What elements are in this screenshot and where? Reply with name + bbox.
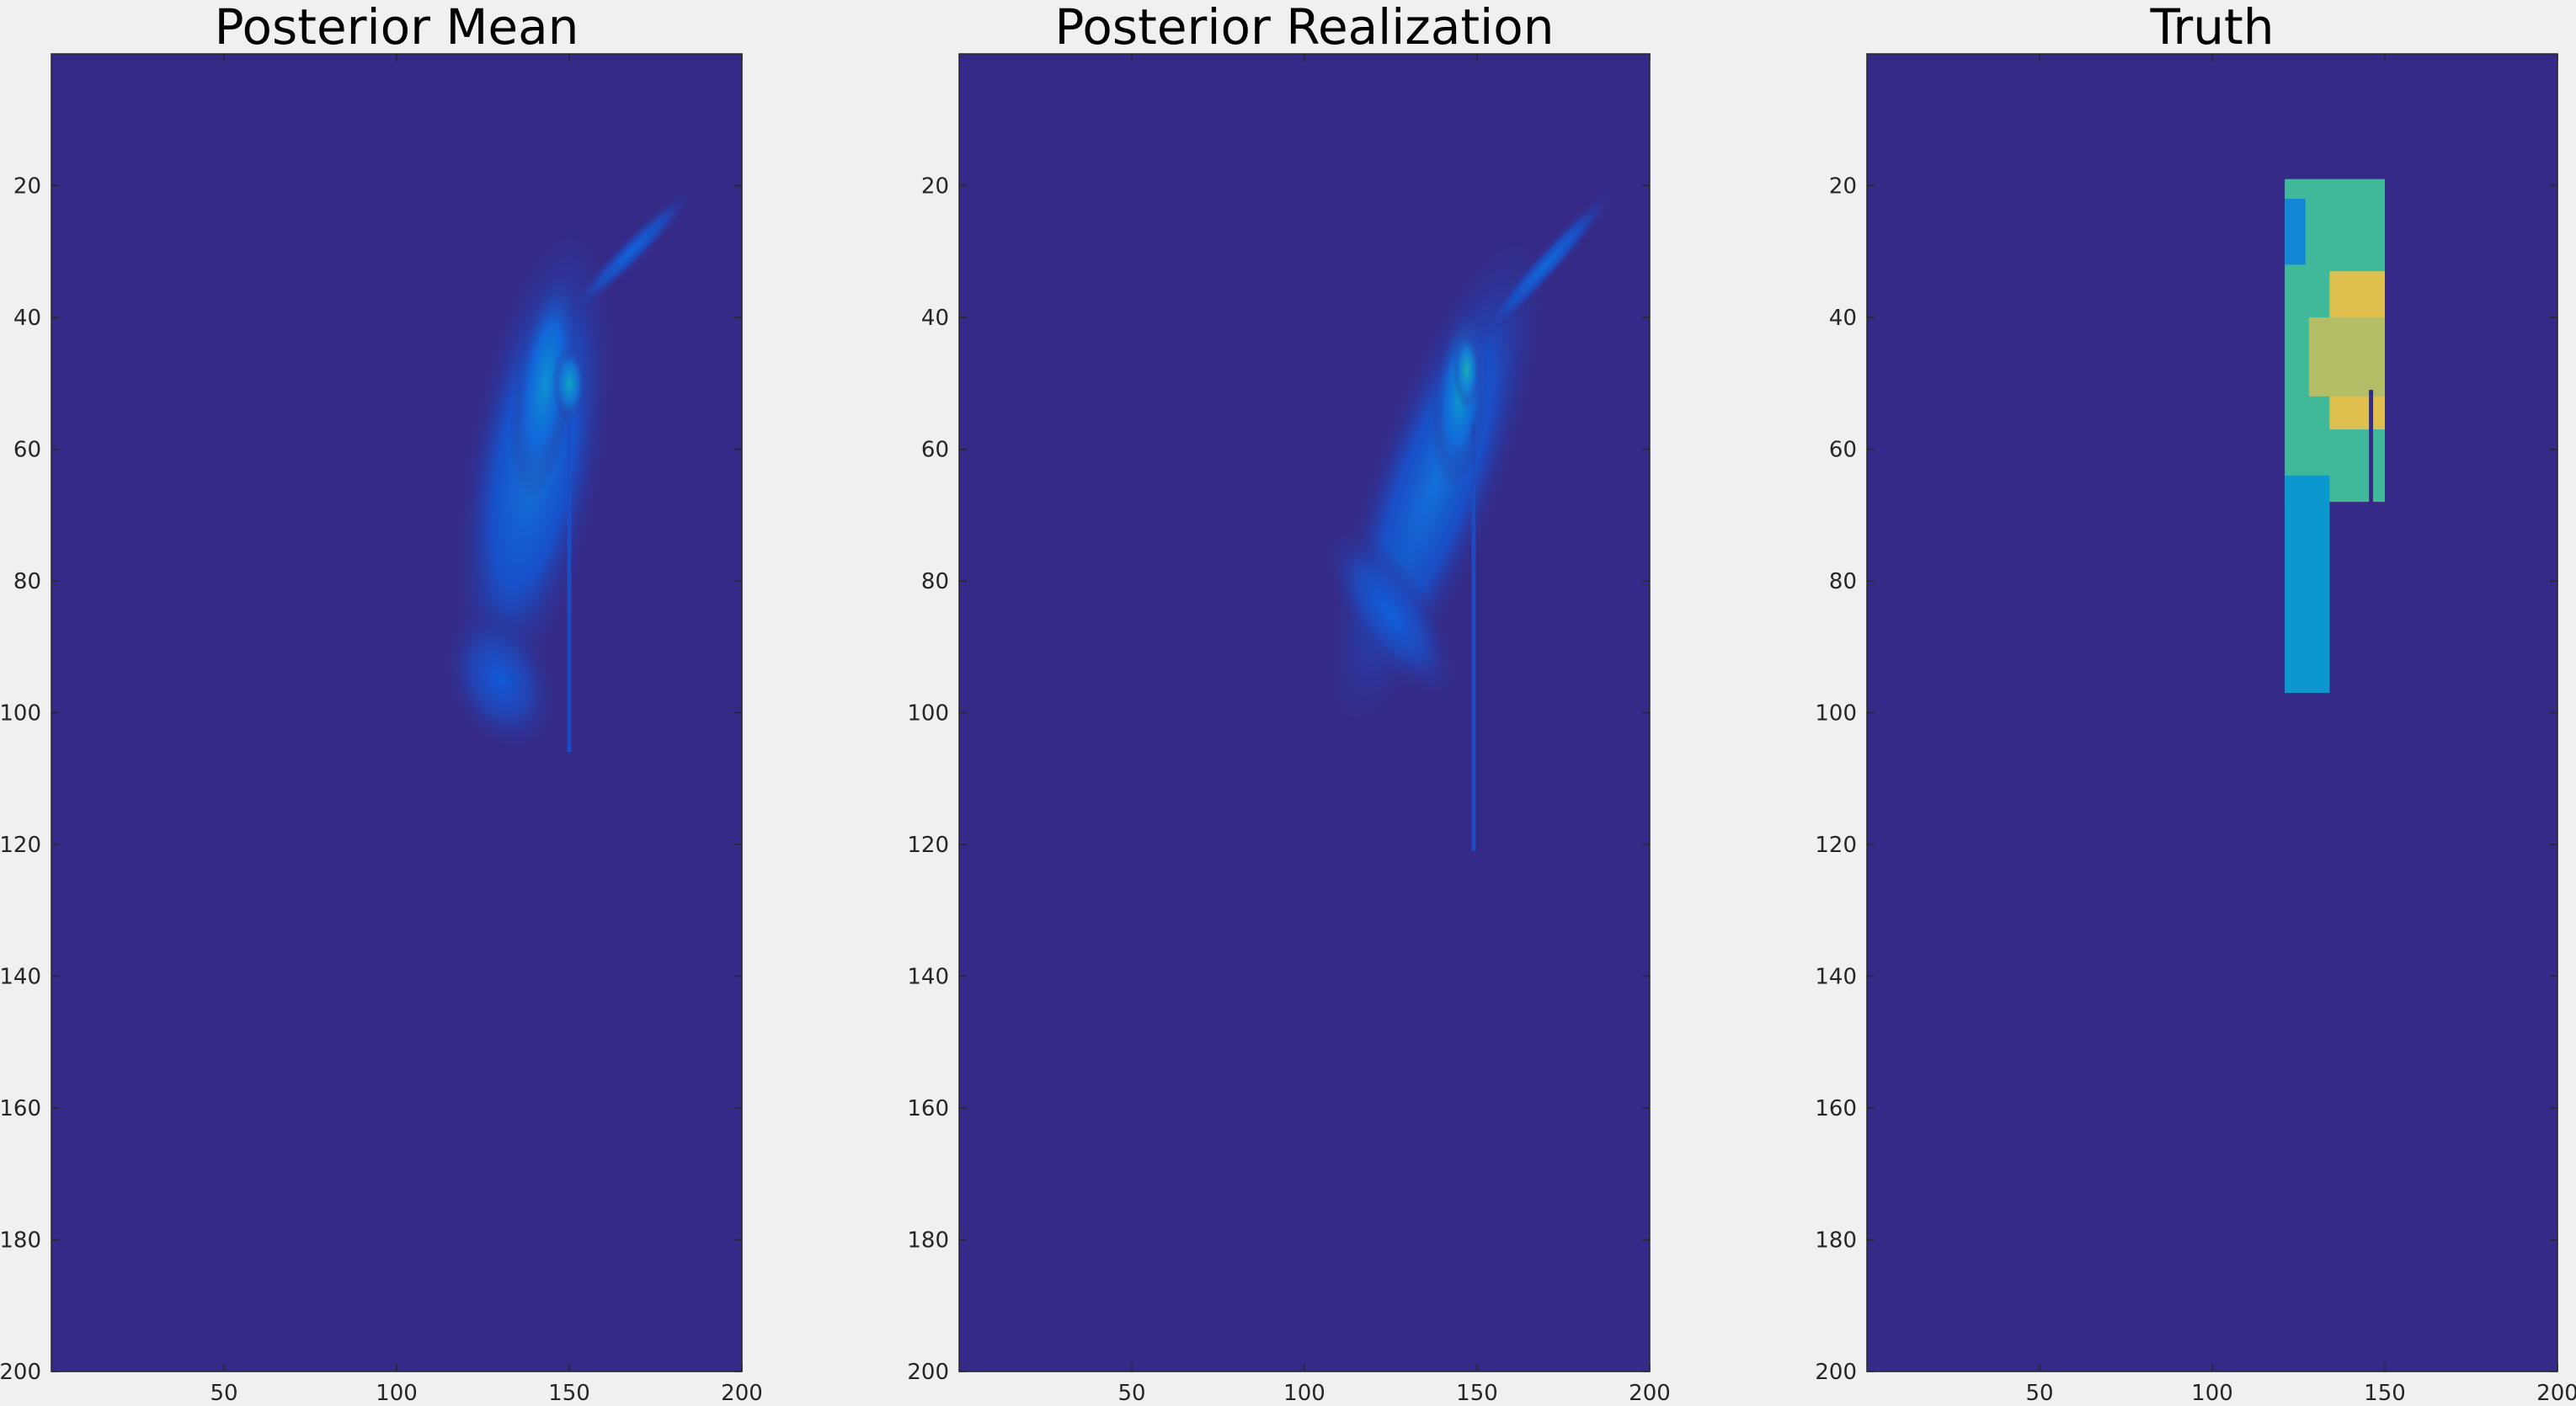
heatmap-streak (1471, 423, 1476, 851)
heatmap-blob (509, 265, 580, 501)
heatmap-panel-1: Posterior Mean 20 40 60 80 100 120 140 160 180 200… (0, 0, 763, 1406)
x-tick-label: 100 (2191, 1381, 2233, 1406)
y-tick-label: 60 (13, 438, 41, 463)
y-tick-label: 20 (13, 174, 41, 200)
panel-title: Truth (2149, 0, 2274, 56)
heatmap-panel-3: Truth 20 40 60 80 100 120 140 160 180 200 50 100 150 2… (1815, 0, 2576, 1406)
y-tick-label: 40 (13, 306, 41, 331)
heatmap-block (2285, 475, 2330, 694)
y-tick-label: 40 (1829, 306, 1857, 331)
y-tick-label: 140 (0, 965, 41, 990)
y-tick-label: 80 (1829, 569, 1857, 594)
x-tick-label: 50 (210, 1381, 237, 1406)
y-tick-label: 160 (907, 1096, 949, 1121)
heatmap-field (440, 185, 698, 755)
heatmap-blob (1475, 185, 1618, 344)
x-tick-label: 150 (1456, 1381, 1498, 1406)
y-tick-label: 120 (907, 833, 949, 858)
y-tick-label: 180 (0, 1228, 41, 1254)
y-tick-label: 200 (0, 1360, 41, 1385)
x-tick-label: 100 (376, 1381, 418, 1406)
heatmap-blob (440, 604, 561, 755)
y-tick-label: 80 (13, 569, 41, 594)
heatmap-block (2285, 199, 2306, 265)
x-tick-label: 150 (548, 1381, 590, 1406)
heatmap-blob (1321, 524, 1460, 704)
y-tick-label: 120 (1815, 833, 1857, 858)
heatmap-panel-2: Posterior Realization 20 40 60 80 100 120 140 16… (907, 0, 1670, 1406)
panel-title: Posterior Mean (215, 0, 579, 56)
x-tick-label: 50 (2025, 1381, 2053, 1406)
y-tick-label: 180 (907, 1228, 949, 1254)
y-tick-label: 160 (0, 1096, 41, 1121)
y-tick-label: 20 (921, 174, 949, 200)
heatmap-field (1320, 185, 1618, 851)
heatmap-blob (552, 344, 587, 423)
heatmap-blob (1453, 330, 1481, 410)
y-tick-label: 100 (0, 701, 41, 727)
y-tick-label: 180 (1815, 1228, 1857, 1254)
x-tick-label: 200 (721, 1381, 763, 1406)
y-tick-label: 20 (1829, 174, 1857, 200)
heatmap-streak (567, 423, 572, 753)
heatmap-blob (565, 185, 698, 318)
y-tick-label: 140 (1815, 965, 1857, 990)
y-tick-label: 60 (921, 438, 949, 463)
heatmap-background (1867, 54, 2557, 1371)
x-tick-label: 50 (1117, 1381, 1145, 1406)
panel-title: Posterior Realization (1055, 0, 1555, 56)
y-tick-label: 200 (1815, 1360, 1857, 1385)
y-tick-label: 160 (1815, 1096, 1857, 1121)
x-tick-label: 100 (1283, 1381, 1325, 1406)
x-tick-label: 200 (1629, 1381, 1671, 1406)
y-tick-label: 80 (921, 569, 949, 594)
y-tick-label: 140 (907, 965, 949, 990)
y-tick-label: 120 (0, 833, 41, 858)
heatmap-streak (2369, 390, 2374, 509)
y-tick-label: 100 (1815, 701, 1857, 727)
y-tick-label: 40 (921, 306, 949, 331)
heatmap-block (2308, 317, 2385, 397)
x-tick-label: 200 (2536, 1381, 2576, 1406)
y-tick-label: 60 (1829, 438, 1857, 463)
y-tick-label: 100 (907, 701, 949, 727)
heatmap-field (2285, 178, 2385, 694)
y-tick-label: 200 (907, 1360, 949, 1385)
x-tick-label: 150 (2364, 1381, 2406, 1406)
